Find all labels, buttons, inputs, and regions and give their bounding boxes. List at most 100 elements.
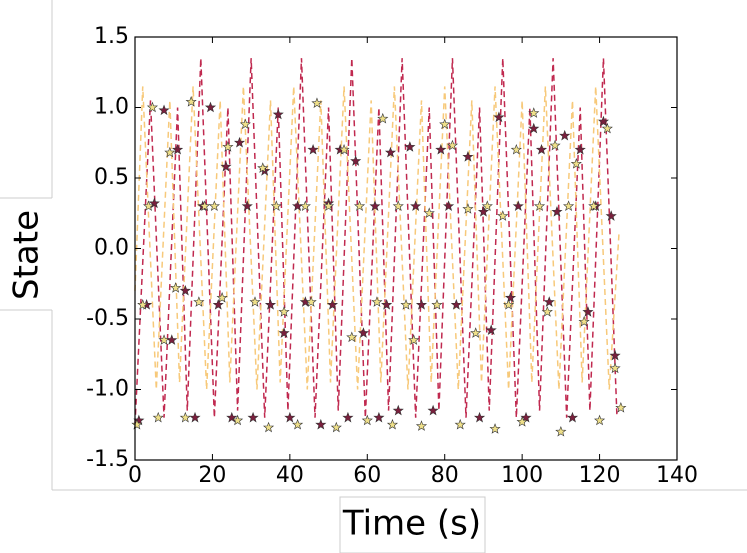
- x-tick-label: 140: [656, 463, 698, 488]
- star-marker: [292, 200, 304, 211]
- star-marker: [299, 200, 311, 211]
- star-marker: [142, 200, 155, 211]
- star-marker: [549, 139, 561, 151]
- star-marker: [404, 141, 416, 152]
- star-marker: [570, 158, 582, 169]
- star-marker: [503, 299, 515, 310]
- star-marker: [204, 101, 217, 113]
- star-marker: [158, 334, 170, 345]
- star-marker: [373, 411, 385, 423]
- star-marker: [172, 143, 184, 155]
- star-marker: [346, 331, 358, 343]
- star-marker: [462, 203, 474, 214]
- star-marker: [353, 200, 366, 211]
- star-marker: [386, 418, 399, 430]
- star-marker: [601, 122, 613, 134]
- star-marker: [400, 299, 412, 310]
- x-tick-label: 60: [353, 463, 381, 488]
- star-marker: [226, 411, 238, 423]
- star-marker: [615, 401, 627, 413]
- plot-area: [131, 58, 627, 437]
- star-marker: [609, 349, 621, 361]
- star-marker: [179, 284, 191, 296]
- star-marker: [582, 306, 594, 317]
- star-marker: [185, 96, 197, 107]
- y-tick-label: -1.0: [86, 377, 129, 402]
- y-tick-label: 0.5: [94, 165, 129, 190]
- star-marker: [326, 299, 339, 310]
- star-marker: [212, 299, 224, 310]
- star-marker: [541, 306, 553, 317]
- star-marker: [512, 200, 524, 211]
- star-marker: [427, 404, 439, 416]
- star-marker: [377, 112, 389, 124]
- star-marker: [342, 411, 354, 423]
- star-marker: [485, 324, 497, 336]
- star-marker: [357, 327, 369, 338]
- star-marker: [170, 282, 182, 293]
- x-tick-label: 40: [276, 463, 304, 488]
- star-marker: [381, 299, 393, 310]
- star-marker: [233, 136, 246, 148]
- star-marker: [272, 108, 284, 120]
- star-marker: [415, 420, 428, 431]
- star-marker: [435, 143, 447, 155]
- star-marker: [384, 146, 397, 158]
- star-marker: [504, 291, 517, 303]
- star-marker: [431, 299, 443, 310]
- star-marker: [594, 414, 606, 426]
- star-marker: [450, 299, 462, 310]
- star-marker: [559, 129, 571, 141]
- star-marker: [489, 423, 501, 434]
- star-marker: [131, 418, 143, 430]
- star-marker: [307, 143, 319, 155]
- star-marker: [392, 200, 404, 211]
- star-marker: [535, 143, 548, 155]
- star-marker: [543, 296, 555, 307]
- star-marker: [477, 205, 489, 217]
- star-marker: [264, 299, 277, 310]
- star-marker: [392, 404, 404, 416]
- x-tick-label: 0: [128, 463, 142, 488]
- star-marker: [462, 150, 474, 162]
- star-marker: [199, 200, 211, 211]
- star-marker: [220, 160, 232, 172]
- star-marker: [305, 296, 317, 307]
- star-marker: [216, 291, 228, 303]
- star-marker: [361, 414, 373, 426]
- x-tick-label: 120: [579, 463, 621, 488]
- star-marker: [350, 155, 362, 166]
- star-marker: [330, 421, 342, 433]
- star-marker: [148, 197, 160, 209]
- star-marker: [605, 210, 617, 221]
- star-marker: [574, 143, 586, 155]
- star-marker: [278, 327, 290, 338]
- star-marker: [408, 334, 420, 345]
- x-axis-label: Time (s): [342, 504, 481, 544]
- y-tick-label: -1.5: [86, 447, 129, 472]
- star-marker: [152, 411, 164, 423]
- y-tick-label: 0.0: [94, 236, 129, 261]
- star-marker: [247, 411, 259, 423]
- star-marker: [292, 418, 304, 430]
- star-marker: [493, 111, 505, 123]
- star-marker: [371, 296, 383, 307]
- x-tick-label: 80: [431, 463, 459, 488]
- star-marker: [497, 210, 509, 221]
- star-marker: [454, 418, 466, 430]
- star-marker: [520, 411, 532, 423]
- star-marker: [578, 315, 590, 327]
- star-marker: [470, 327, 482, 338]
- star-marker: [473, 411, 486, 423]
- star-marker: [323, 200, 335, 211]
- star-marker: [555, 425, 567, 437]
- star-marker: [311, 97, 323, 109]
- star-marker: [563, 200, 575, 211]
- star-marker: [597, 115, 610, 127]
- star-marker: [239, 118, 251, 130]
- star-marker: [566, 411, 579, 423]
- star-marker: [278, 306, 290, 317]
- label-box: [339, 496, 486, 553]
